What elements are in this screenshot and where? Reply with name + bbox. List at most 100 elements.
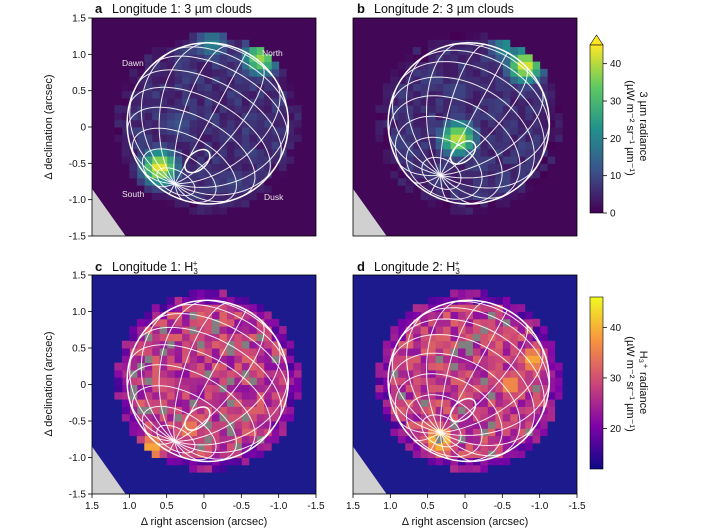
heatmap-cell (457, 83, 466, 92)
heatmap-cell (241, 442, 250, 451)
heatmap-cell (412, 127, 421, 135)
globe-gridline (406, 53, 441, 176)
heatmap-cell (412, 450, 421, 458)
outside-frame-region (92, 188, 126, 236)
heatmap-cell (233, 105, 242, 113)
heatmap-cell (427, 296, 436, 305)
heatmap-cell (532, 68, 541, 77)
heatmap-cell (241, 97, 250, 106)
heatmap-cell (427, 199, 436, 208)
heatmap-cell (457, 119, 466, 128)
heatmap-cell (427, 362, 436, 371)
heatmap-cell (532, 348, 541, 356)
heatmap-cell (517, 369, 526, 378)
heatmap-cell (211, 90, 220, 99)
heatmap-cell (174, 47, 183, 55)
globe-gridline (440, 119, 550, 179)
heatmap-cell (293, 105, 302, 113)
heatmap-cell (412, 304, 421, 312)
globe-gridline (140, 307, 176, 442)
heatmap-cell (211, 47, 220, 55)
heatmap-cell (241, 134, 250, 143)
heatmap-cell (494, 112, 503, 121)
heatmap-cell (233, 421, 242, 429)
heatmap-cell (293, 369, 302, 378)
heatmap-cell (144, 311, 153, 320)
heatmap-cell (114, 134, 123, 143)
heatmap-cell (405, 391, 414, 400)
heatmap-cell (412, 391, 421, 400)
heatmap-cell (487, 340, 496, 349)
heatmap-cell (405, 83, 414, 92)
heatmap-cell (211, 185, 220, 193)
heatmap-cell (204, 391, 212, 400)
heatmap-cell (427, 156, 436, 164)
heatmap-cell (196, 97, 205, 106)
heatmap-cell (181, 112, 190, 121)
heatmap-cell (204, 76, 212, 84)
heatmap-cell (502, 170, 511, 179)
heatmap-cell (472, 391, 481, 400)
heatmap-cell (435, 457, 444, 466)
heatmap-cell (233, 384, 242, 393)
heatmap-cell (233, 399, 242, 407)
heatmap-cell (204, 185, 212, 193)
heatmap-cell (166, 421, 175, 429)
heatmap-cell (509, 362, 518, 371)
heatmap-cell (174, 83, 183, 92)
heatmap-cell (420, 340, 429, 349)
heatmap-cell (241, 39, 250, 48)
heatmap-cell (218, 362, 227, 371)
heatmap-cell (211, 156, 220, 164)
heatmap-cell (420, 406, 429, 415)
heatmap-cell (442, 83, 451, 92)
heatmap-cell (442, 148, 451, 157)
heatmap-cell (532, 391, 541, 400)
heatmap-cell (479, 163, 488, 172)
heatmap-cell (233, 318, 242, 327)
heatmap-cell (450, 61, 459, 70)
heatmap-cell (129, 348, 138, 356)
heatmap-cell (136, 340, 145, 349)
heatmap-cell (465, 384, 473, 393)
heatmap-cell (248, 156, 257, 164)
annotation-dawn: Dawn (122, 58, 144, 68)
heatmap-cell (121, 391, 130, 400)
heatmap-cell (472, 435, 481, 444)
heatmap-cell (547, 355, 556, 364)
heatmap-cell (181, 333, 190, 342)
heatmap-cell (129, 127, 138, 135)
heatmap-cell (554, 134, 563, 143)
heatmap-cell (174, 112, 183, 121)
heatmap-cell (487, 177, 496, 186)
heatmap-cell (442, 112, 451, 121)
heatmap-cell (121, 127, 130, 135)
heatmap-cell (435, 384, 444, 393)
heatmap-cell (405, 355, 414, 364)
heatmap-cell (539, 156, 548, 164)
heatmap-cell (427, 39, 436, 48)
heatmap-cell (532, 369, 541, 378)
heatmap-cell (144, 127, 153, 135)
heatmap-cell (442, 391, 451, 400)
heatmap-cell (121, 134, 130, 143)
heatmap-cell (263, 413, 272, 422)
heatmap-cell (509, 97, 518, 106)
x-tick-label: -1.0 (531, 501, 549, 512)
heatmap-cell (382, 97, 391, 106)
heatmap-cell (233, 185, 242, 193)
heatmap-cell (494, 442, 503, 451)
heatmap-cell (465, 355, 473, 364)
heatmap-cell (457, 428, 466, 437)
heatmap-cell (256, 355, 265, 364)
heatmap-cell (151, 384, 160, 393)
heatmap-cell (435, 97, 444, 106)
heatmap-cell (494, 199, 503, 208)
heatmap-cell (136, 177, 145, 186)
heatmap-cell (457, 170, 466, 179)
heatmap-cell (442, 355, 451, 364)
heatmap-cell (263, 377, 272, 385)
heatmap-cell (271, 348, 280, 356)
heatmap-cell (465, 362, 473, 371)
heatmap-cell (271, 428, 280, 437)
